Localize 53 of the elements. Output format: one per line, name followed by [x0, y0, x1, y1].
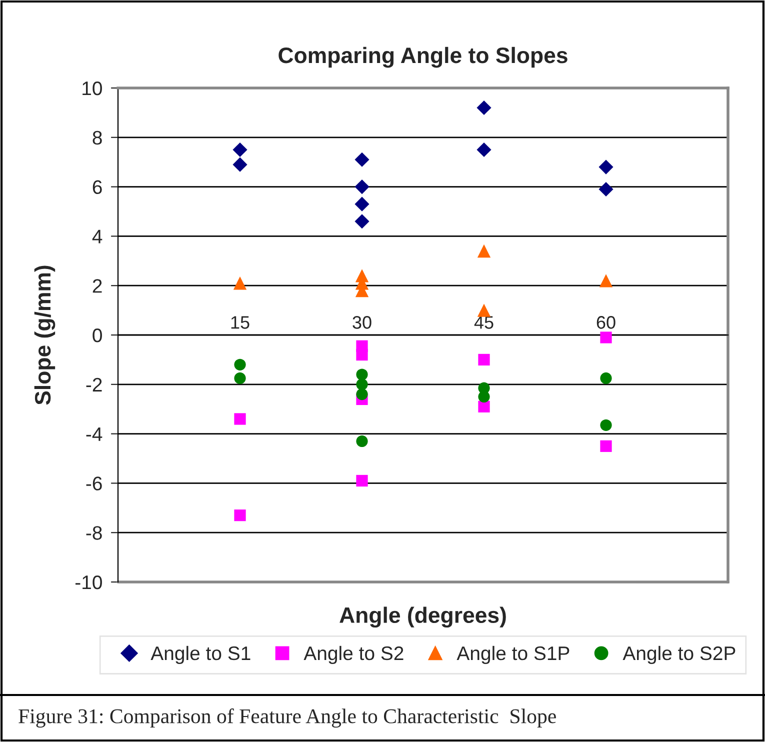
legend-label: Angle to S2	[304, 646, 404, 664]
point	[600, 419, 612, 431]
x-axis-title: Angle (degrees)	[340, 606, 506, 628]
point	[356, 388, 368, 400]
y-tick-label: 8	[92, 130, 102, 145]
point	[356, 348, 368, 361]
point	[598, 160, 614, 174]
y-tick-label: -8	[86, 526, 102, 540]
point	[356, 474, 368, 487]
y-axis-title: Slope (g/mm)	[34, 266, 56, 405]
y-tick-label: 6	[92, 180, 102, 194]
x-tick-label: 30	[352, 316, 372, 329]
point	[598, 182, 614, 197]
point	[600, 440, 612, 452]
y-tick-label: -4	[86, 427, 102, 441]
chart-title: Comparing Angle to Slopes	[278, 46, 568, 68]
point	[234, 372, 246, 384]
point	[234, 358, 246, 370]
point	[232, 142, 248, 158]
x-tick-label: 15	[231, 316, 250, 329]
point	[233, 276, 247, 290]
y-tick-label: -6	[86, 476, 102, 490]
point	[476, 100, 492, 116]
point	[477, 244, 491, 258]
legend-label: Angle to S1	[150, 646, 250, 664]
point	[356, 378, 368, 390]
point	[354, 180, 370, 194]
point	[476, 142, 492, 158]
y-tick-label: 4	[92, 230, 102, 244]
y-tick-label: 0	[92, 328, 102, 342]
legend-label: Angle to S2P	[622, 646, 736, 664]
point	[234, 510, 246, 522]
y-tick-label: 10	[82, 81, 102, 96]
point	[600, 332, 612, 344]
point	[599, 274, 613, 288]
point	[478, 354, 490, 366]
point	[600, 372, 612, 384]
y-tick-label: 2	[92, 279, 102, 293]
y-tick-label: -2	[86, 378, 102, 392]
point	[232, 157, 248, 172]
y-tick-label: -10	[75, 575, 102, 590]
x-tick-label: 45	[474, 316, 494, 329]
x-tick-label: 60	[596, 316, 616, 329]
point	[354, 196, 370, 212]
legend-label: Angle to S1P	[456, 646, 570, 664]
point	[477, 304, 491, 317]
caption: Figure 31: Comparison of Feature Angle to Characteristic Slope	[18, 708, 556, 728]
point	[356, 435, 368, 448]
point	[478, 400, 490, 412]
point	[354, 214, 370, 229]
point	[234, 413, 246, 425]
point	[356, 368, 368, 380]
point	[354, 152, 370, 167]
